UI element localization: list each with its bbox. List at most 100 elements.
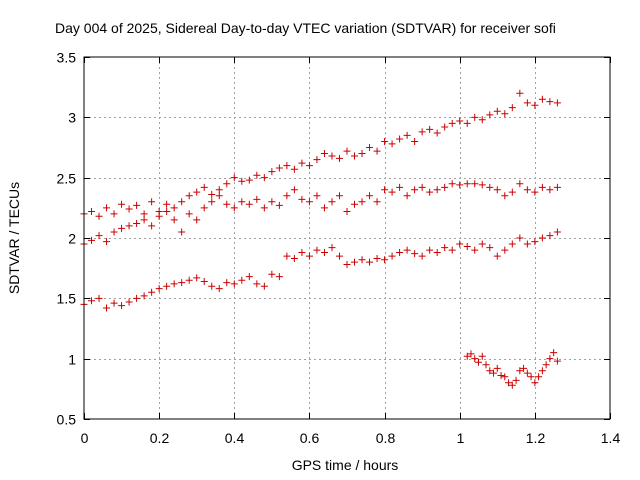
chart-title: Day 004 of 2025, Sidereal Day-to-day VTE… xyxy=(55,20,556,36)
data-point xyxy=(373,147,381,155)
data-point xyxy=(185,192,193,200)
data-point xyxy=(471,246,479,254)
data-point xyxy=(260,204,268,212)
data-point xyxy=(542,361,550,369)
data-point xyxy=(118,224,126,232)
data-point xyxy=(313,246,321,254)
data-point xyxy=(223,200,231,208)
data-point xyxy=(531,188,539,196)
x-tick-labels: 0 0.2 0.4 0.6 0.8 1 1.2 1.4 xyxy=(81,430,621,446)
data-point xyxy=(501,246,509,254)
data-point xyxy=(486,183,494,191)
data-point xyxy=(373,198,381,206)
data-point xyxy=(320,204,328,212)
data-point xyxy=(448,119,456,127)
data-point xyxy=(475,358,482,366)
data-point xyxy=(490,369,498,377)
data-point xyxy=(95,232,103,240)
data-point xyxy=(508,104,516,112)
x-tick-label: 0 xyxy=(81,430,89,446)
data-point xyxy=(253,171,261,179)
data-point xyxy=(426,246,434,254)
data-point xyxy=(456,117,464,125)
data-point xyxy=(538,183,546,191)
x-tick-label: 1 xyxy=(457,430,465,446)
y-tick-label: 2.5 xyxy=(57,171,77,187)
data-point xyxy=(275,164,283,172)
data-point xyxy=(418,183,426,191)
data-point xyxy=(366,192,374,200)
data-point xyxy=(275,273,283,281)
data-point xyxy=(516,367,524,375)
data-point xyxy=(238,198,246,206)
data-point xyxy=(418,128,426,136)
data-point xyxy=(163,282,171,290)
data-point xyxy=(351,200,359,208)
data-point xyxy=(501,373,509,381)
data-point xyxy=(381,137,389,145)
data-point xyxy=(508,240,516,248)
data-point xyxy=(497,372,505,380)
data-point xyxy=(463,180,471,188)
data-point xyxy=(493,107,501,115)
data-point xyxy=(118,200,126,208)
data-point xyxy=(178,228,186,236)
data-point xyxy=(478,116,486,124)
data-point xyxy=(170,204,178,212)
data-point xyxy=(245,273,253,281)
data-point xyxy=(88,297,96,305)
data-point xyxy=(553,228,561,236)
data-point xyxy=(381,256,389,264)
data-point xyxy=(193,274,201,282)
data-point xyxy=(501,110,509,118)
data-point xyxy=(396,183,404,191)
data-point xyxy=(238,177,246,185)
y-tick-label: 1 xyxy=(68,352,76,368)
data-point xyxy=(441,244,449,252)
data-point xyxy=(125,222,133,230)
data-point xyxy=(230,280,238,288)
data-point xyxy=(553,357,561,365)
data-point xyxy=(527,373,535,381)
y-tick-label: 1.5 xyxy=(57,291,77,307)
data-point xyxy=(538,367,546,375)
y-tick-label: 2 xyxy=(68,231,76,247)
data-point xyxy=(433,129,441,137)
data-point xyxy=(155,285,163,293)
data-point xyxy=(223,279,231,287)
data-point xyxy=(343,261,351,269)
data-point xyxy=(328,198,336,206)
data-point xyxy=(463,242,471,250)
data-point xyxy=(223,180,231,188)
x-tick-label: 0.2 xyxy=(150,430,170,446)
data-point xyxy=(523,99,531,107)
data-point xyxy=(553,99,561,107)
data-point xyxy=(335,154,343,162)
data-point xyxy=(133,294,141,302)
data-point xyxy=(388,140,396,148)
data-point xyxy=(253,280,261,288)
data-point xyxy=(471,355,479,363)
y-tick-labels: 0.5 1 1.5 2 2.5 3 3.5 xyxy=(57,50,77,428)
data-point xyxy=(193,216,201,224)
data-point xyxy=(538,95,546,103)
data-point xyxy=(148,288,156,296)
y-tick-label: 3.5 xyxy=(57,50,77,66)
data-point xyxy=(463,352,471,360)
data-point xyxy=(200,277,208,285)
data-point xyxy=(505,379,513,387)
data-point xyxy=(508,188,516,196)
data-point xyxy=(403,192,411,200)
data-point xyxy=(535,373,543,381)
data-point xyxy=(343,207,351,215)
data-point xyxy=(298,159,306,167)
data-point xyxy=(531,238,539,246)
data-point xyxy=(546,355,554,363)
data-point xyxy=(208,198,216,206)
data-point xyxy=(215,192,223,200)
data-point xyxy=(208,282,216,290)
data-point xyxy=(148,222,156,230)
data-point xyxy=(381,186,389,194)
data-point xyxy=(133,201,141,209)
